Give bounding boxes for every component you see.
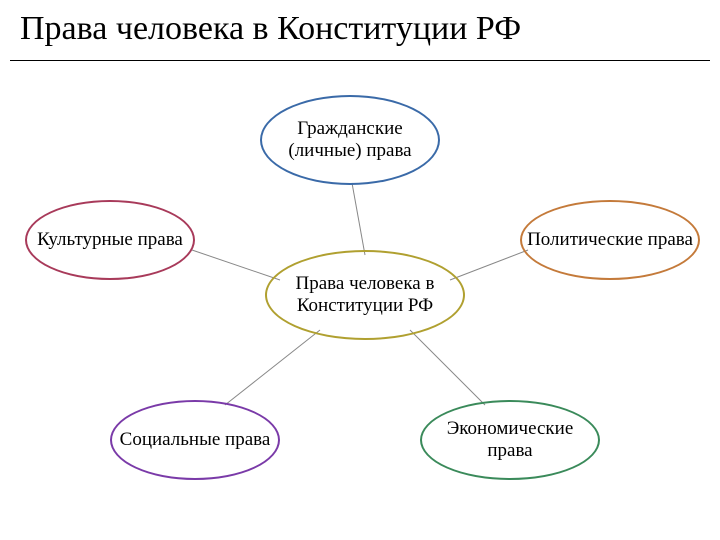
node-civil: Гражданские (личные) права [260, 95, 440, 185]
edge [225, 330, 320, 405]
edge [450, 250, 528, 280]
node-political: Политические права [520, 200, 700, 280]
node-cultural: Культурные права [25, 200, 195, 280]
edge [410, 330, 485, 405]
node-economic: Экономические права [420, 400, 600, 480]
title-underline [10, 60, 710, 61]
edge [192, 250, 280, 280]
page-title: Права человека в Конституции РФ [20, 10, 521, 48]
node-social: Социальные права [110, 400, 280, 480]
edge [352, 183, 365, 255]
center-node: Права человека в Конституции РФ [265, 250, 465, 340]
diagram-container: Права человека в Конституции РФ Гражданск… [0, 70, 720, 540]
